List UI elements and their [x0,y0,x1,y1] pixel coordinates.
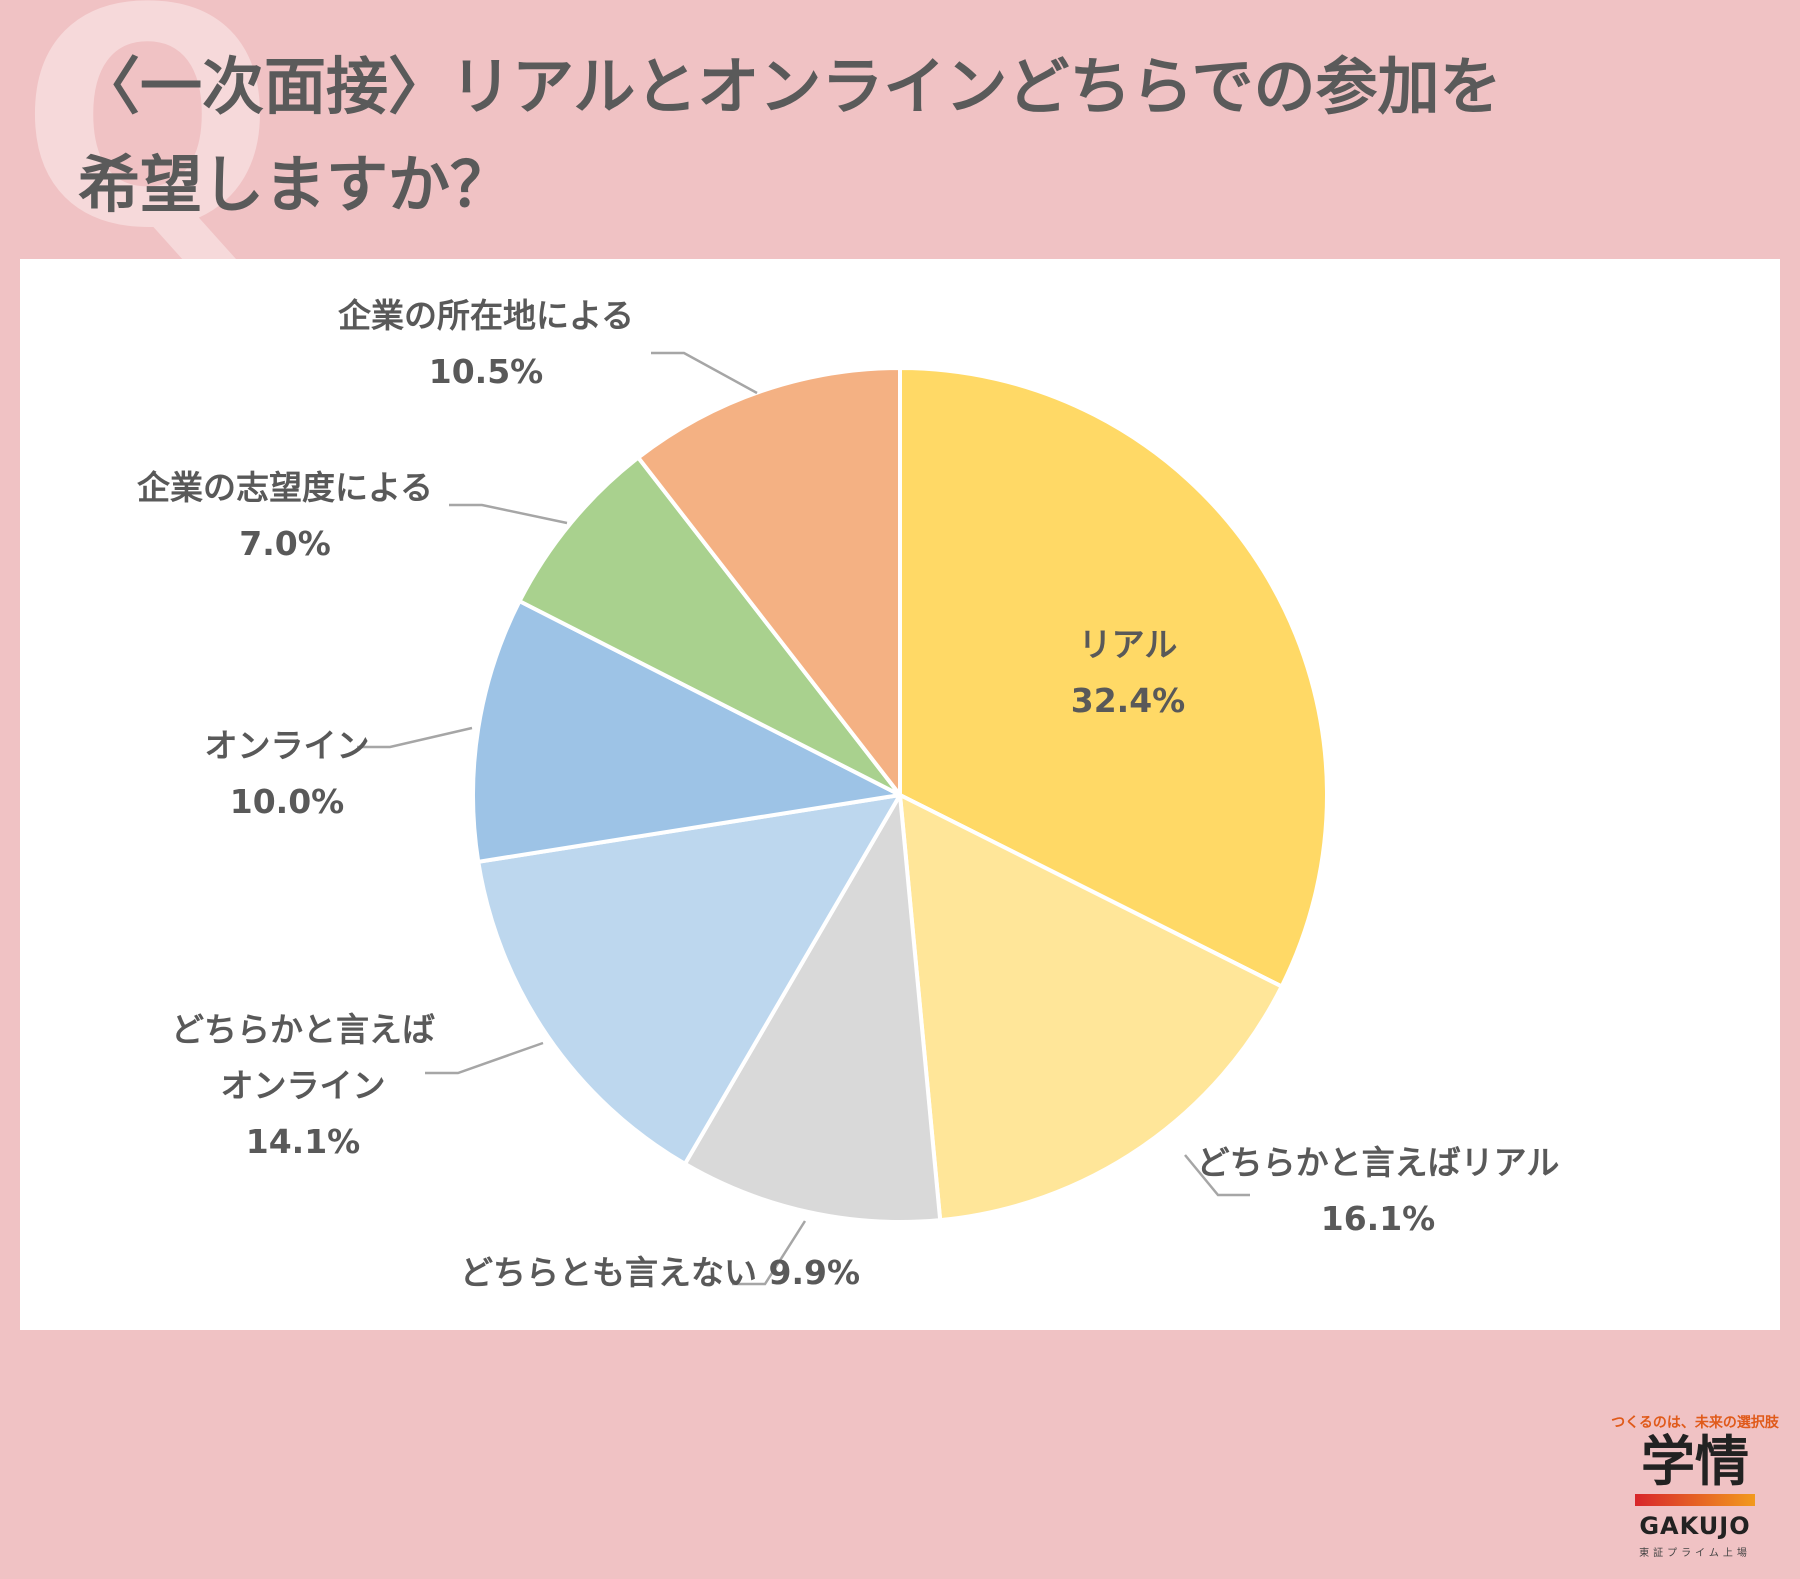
leader-line [357,726,473,749]
page-title-line1: 〈一次面接〉リアルとオンラインどちらでの参加を [78,50,1502,123]
leader-line [651,351,758,395]
leader-line [425,1041,544,1075]
pie-chart: リアル 32.4% どちらかと言えばリアル 16.1% どちらとも言えない 9.9% どち… [137,296,1560,1292]
brand-color-bar [1635,1494,1755,1506]
pie-slice [682,793,943,1224]
gakujo-logo: つくるのは、未来の選択肢 学情 GAKUJO 東証プライム上場 [1600,1404,1790,1579]
slice-value-label: 10.0% [230,782,345,821]
slice-value-label: 32.4% [1071,681,1186,720]
slice-label: 企業の志望度による [137,468,433,507]
brand-tagline: つくるのは、未来の選択肢 [1611,1415,1779,1431]
brand-listing: 東証プライム上場 [1639,1548,1751,1559]
pie-slice [471,599,902,864]
pie-slice [898,366,1329,989]
slice-label: リアル [1079,625,1178,664]
brand-name-latin: GAKUJO [1639,1512,1751,1540]
q-watermark: Q [20,0,276,294]
leader-line [449,503,568,525]
slice-label: オンライン [205,726,370,765]
page-title: 〈一次面接〉リアルとオンラインどちらでの参加を 希望しますか？ [78,38,1678,234]
pie-slice [636,366,902,797]
pie-slice [476,793,902,1166]
page-title-line2: 希望しますか？ [78,148,513,221]
slice-label: どちらかと言えば [171,1010,435,1049]
leader-line [732,1220,807,1286]
slice-value-label: 14.1% [246,1122,361,1161]
pie-slice [517,455,902,797]
slice-value-label: 16.1% [1321,1199,1436,1238]
slice-label: オンライン [221,1066,386,1105]
chart-panel: リアル 32.4% どちらかと言えばリアル 16.1% どちらとも言えない 9.9% どち… [20,259,1780,1559]
brand-name-kanji: 学情 [1641,1430,1749,1493]
slice-value-label: 7.0% [239,524,331,563]
slice-label: どちらとも言えない 9.9% [460,1253,860,1292]
pie-slice [898,793,1284,1223]
slice-value-label: 10.5% [429,352,544,391]
leader-line [1184,1154,1250,1197]
slice-label: どちらかと言えばリアル [1197,1143,1560,1182]
slice-label: 企業の所在地による [338,296,634,335]
